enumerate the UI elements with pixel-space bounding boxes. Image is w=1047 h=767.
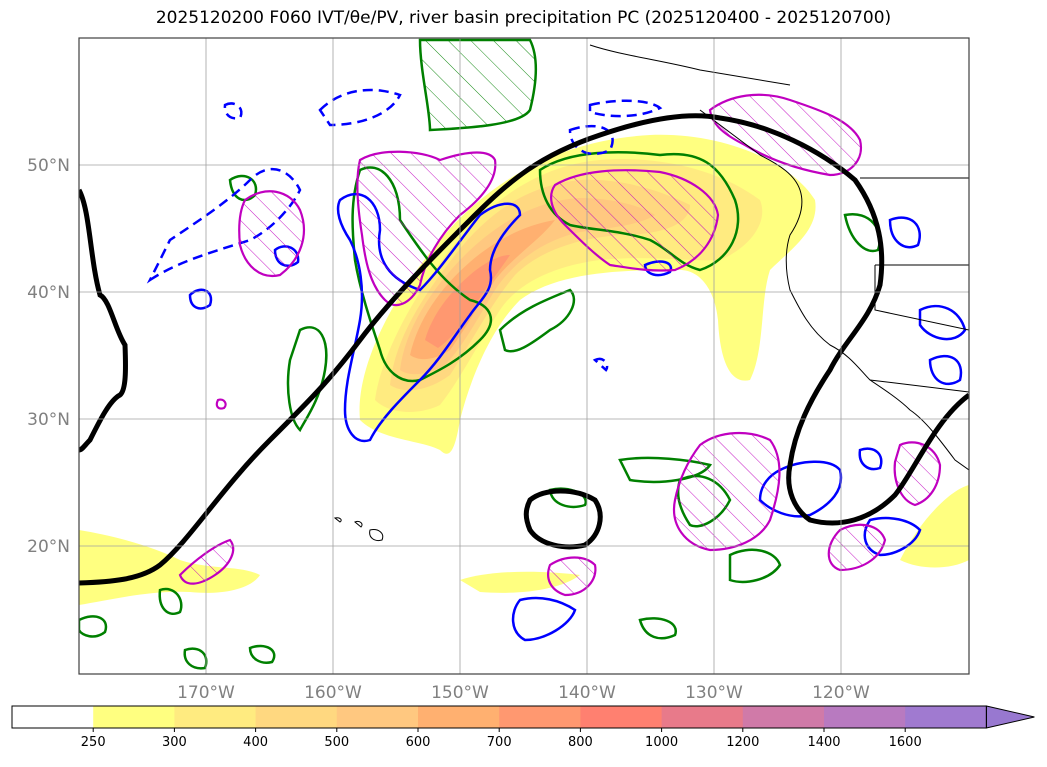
colorbar-tick-label: 1200 bbox=[726, 735, 759, 750]
ivt-contour-ring bbox=[523, 488, 603, 550]
pv-contour-7 bbox=[728, 548, 782, 584]
theta-e-dashed-2 bbox=[318, 88, 402, 127]
lat-label-40: 40°N bbox=[27, 283, 70, 303]
precip-region-9 bbox=[178, 538, 235, 585]
theta-e-11 bbox=[858, 447, 883, 471]
pv-contour-8 bbox=[158, 587, 183, 615]
colorbar-segment bbox=[661, 706, 744, 728]
lat-labels: 50°N 40°N 30°N 20°N bbox=[27, 156, 70, 557]
colorbar-segment bbox=[905, 706, 987, 728]
theta-e-10 bbox=[928, 354, 963, 386]
colorbar-segment bbox=[336, 706, 419, 728]
lon-label-140w: 140°W bbox=[558, 683, 616, 703]
colorbar: 250 300 400 500 600 700 800 1000 1200 1400 1600 bbox=[11, 705, 1035, 750]
colorbar-tick-label: 600 bbox=[406, 735, 431, 750]
ivt-contour-west bbox=[79, 188, 128, 453]
colorbar-segment bbox=[499, 706, 581, 728]
border-state-2 bbox=[874, 265, 969, 331]
colorbar-tick-label: 800 bbox=[568, 735, 593, 750]
lon-label-170w: 170°W bbox=[177, 683, 235, 703]
precip-region-10 bbox=[215, 398, 227, 410]
map-frame bbox=[78, 37, 970, 675]
colorbar-tick-label: 500 bbox=[324, 735, 349, 750]
theta-e-dashed-3 bbox=[588, 99, 663, 118]
island-hawaii-1 bbox=[369, 529, 384, 541]
theta-e-7 bbox=[511, 596, 577, 642]
pv-contour-15 bbox=[183, 647, 208, 670]
theta-e-dashed-5 bbox=[223, 102, 243, 120]
pv-contour-3 bbox=[286, 326, 328, 433]
lat-label-30: 30°N bbox=[27, 410, 70, 430]
colorbar-tick-label: 400 bbox=[243, 735, 268, 750]
lon-label-120w: 120°W bbox=[812, 683, 870, 703]
colorbar-tick-label: 250 bbox=[81, 735, 106, 750]
coastline-alaska bbox=[589, 44, 791, 86]
lon-label-130w: 130°W bbox=[685, 683, 743, 703]
theta-e-9 bbox=[918, 304, 967, 341]
colorbar-segment bbox=[255, 706, 338, 728]
pv-hatched-north bbox=[418, 38, 538, 132]
precip-region-8 bbox=[547, 556, 597, 597]
pv-contour-9 bbox=[79, 615, 108, 638]
coastlines bbox=[333, 44, 969, 541]
theta-e-dashed-1 bbox=[146, 168, 302, 284]
island-hawaii-2 bbox=[354, 521, 363, 528]
colorbar-tick-label: 300 bbox=[162, 735, 187, 750]
colorbar-segment bbox=[93, 706, 175, 728]
map-layers bbox=[79, 38, 969, 674]
pv-contour-12 bbox=[843, 212, 881, 253]
colorbar-tick-label: 1600 bbox=[889, 735, 922, 750]
map-title: 2025120200 F060 IVT/θe/PV, river basin p… bbox=[155, 8, 892, 28]
precip-region-1 bbox=[238, 190, 305, 278]
colorbar-segment bbox=[418, 706, 500, 728]
coastline-north-america bbox=[699, 109, 969, 471]
pv-contour-4 bbox=[498, 288, 576, 353]
gridlines bbox=[79, 38, 969, 674]
colorbar-tick-label: 1000 bbox=[645, 735, 678, 750]
ivt-contour bbox=[79, 113, 969, 586]
theta-e-8 bbox=[888, 216, 921, 249]
ivt-shade-6 bbox=[425, 255, 510, 348]
lon-label-160w: 160°W bbox=[304, 683, 362, 703]
colorbar-tick-label: 700 bbox=[487, 735, 512, 750]
pv-contour-14 bbox=[248, 644, 276, 664]
lon-labels: 170°W 160°W 150°W 140°W 130°W 120°W bbox=[177, 683, 870, 703]
colorbar-segment bbox=[742, 706, 825, 728]
ivt-shade-se bbox=[900, 485, 969, 568]
colorbar-segment bbox=[580, 706, 663, 728]
lat-label-20: 20°N bbox=[27, 537, 70, 557]
theta-e-2 bbox=[188, 288, 213, 310]
ivt-shade-sw bbox=[79, 530, 260, 605]
lon-label-150w: 150°W bbox=[431, 683, 489, 703]
ivt-shade-4 bbox=[400, 198, 655, 375]
precip-region-3 bbox=[550, 169, 720, 272]
colorbar-segment bbox=[824, 706, 906, 728]
colorbar-tick-label: 1400 bbox=[807, 735, 840, 750]
colorbar-segment bbox=[174, 706, 257, 728]
colorbar-segment bbox=[12, 706, 94, 728]
precip-region-2 bbox=[356, 150, 497, 307]
pv-contour-10 bbox=[638, 617, 677, 640]
colorbar-extend-arrow bbox=[985, 705, 1035, 729]
ivt-contour-main bbox=[79, 113, 969, 586]
theta-e-dashed-6 bbox=[592, 357, 609, 372]
precip-region-5 bbox=[672, 431, 781, 552]
lat-label-50: 50°N bbox=[27, 156, 70, 176]
precip-region-6 bbox=[827, 523, 887, 572]
theta-e-1 bbox=[336, 193, 522, 443]
island-hawaii-3 bbox=[333, 517, 342, 523]
border-us-mexico bbox=[869, 379, 969, 393]
